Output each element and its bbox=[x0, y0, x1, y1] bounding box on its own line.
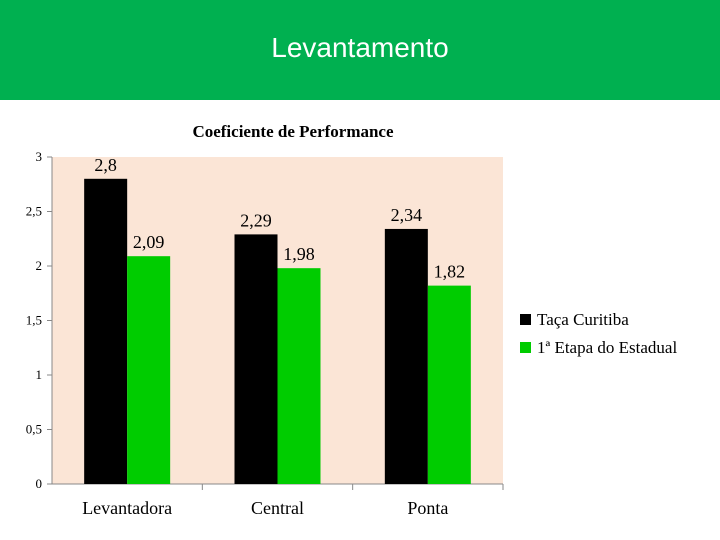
data-label: 2,29 bbox=[240, 210, 272, 230]
y-tick-label: 2 bbox=[36, 258, 43, 273]
bar bbox=[277, 268, 321, 484]
y-tick-label: 2,5 bbox=[26, 204, 42, 219]
x-tick-label: Central bbox=[251, 498, 304, 518]
bar bbox=[127, 256, 171, 484]
bar bbox=[384, 228, 428, 484]
bar bbox=[234, 234, 278, 484]
data-label: 1,82 bbox=[434, 262, 466, 282]
slide-header: Levantamento bbox=[0, 0, 720, 100]
y-tick-label: 0 bbox=[36, 476, 43, 491]
legend-label: 1ª Etapa do Estadual bbox=[537, 338, 677, 357]
data-label: 1,98 bbox=[283, 244, 315, 264]
legend: Taça Curitiba 1ª Etapa do Estadual bbox=[520, 310, 677, 357]
data-label: 2,8 bbox=[94, 155, 117, 175]
y-tick-label: 1 bbox=[36, 367, 43, 382]
performance-chart: Coeficiente de Performance 0 0,5 1 1,5 2 2,5 3… bbox=[26, 122, 678, 518]
bars bbox=[84, 178, 471, 485]
x-tick-label: Levantadora bbox=[82, 498, 172, 518]
data-label: 2,34 bbox=[391, 205, 423, 225]
legend-swatch bbox=[520, 314, 531, 325]
y-tick-label: 0,5 bbox=[26, 422, 42, 437]
legend-label: Taça Curitiba bbox=[537, 310, 629, 329]
data-labels: 2,8 2,29 2,34 2,09 1,98 1,82 bbox=[94, 155, 465, 282]
chart-title: Coeficiente de Performance bbox=[192, 122, 394, 141]
legend-swatch bbox=[520, 342, 531, 353]
data-label: 2,09 bbox=[133, 232, 165, 252]
bar bbox=[84, 178, 128, 485]
x-tick-label: Ponta bbox=[407, 498, 448, 518]
y-tick-label: 1,5 bbox=[26, 313, 42, 328]
slide-title: Levantamento bbox=[271, 32, 449, 63]
bar bbox=[427, 285, 471, 484]
y-tick-label: 3 bbox=[36, 149, 43, 164]
